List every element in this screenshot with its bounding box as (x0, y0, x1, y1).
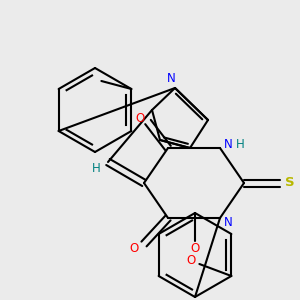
Text: N: N (224, 137, 232, 151)
Text: O: O (135, 112, 145, 124)
Text: O: O (129, 242, 139, 254)
Text: N: N (224, 215, 232, 229)
Text: N: N (167, 71, 176, 85)
Text: O: O (187, 254, 196, 266)
Text: H: H (92, 161, 100, 175)
Text: H: H (236, 137, 244, 151)
Text: O: O (190, 242, 200, 256)
Text: S: S (285, 176, 295, 190)
